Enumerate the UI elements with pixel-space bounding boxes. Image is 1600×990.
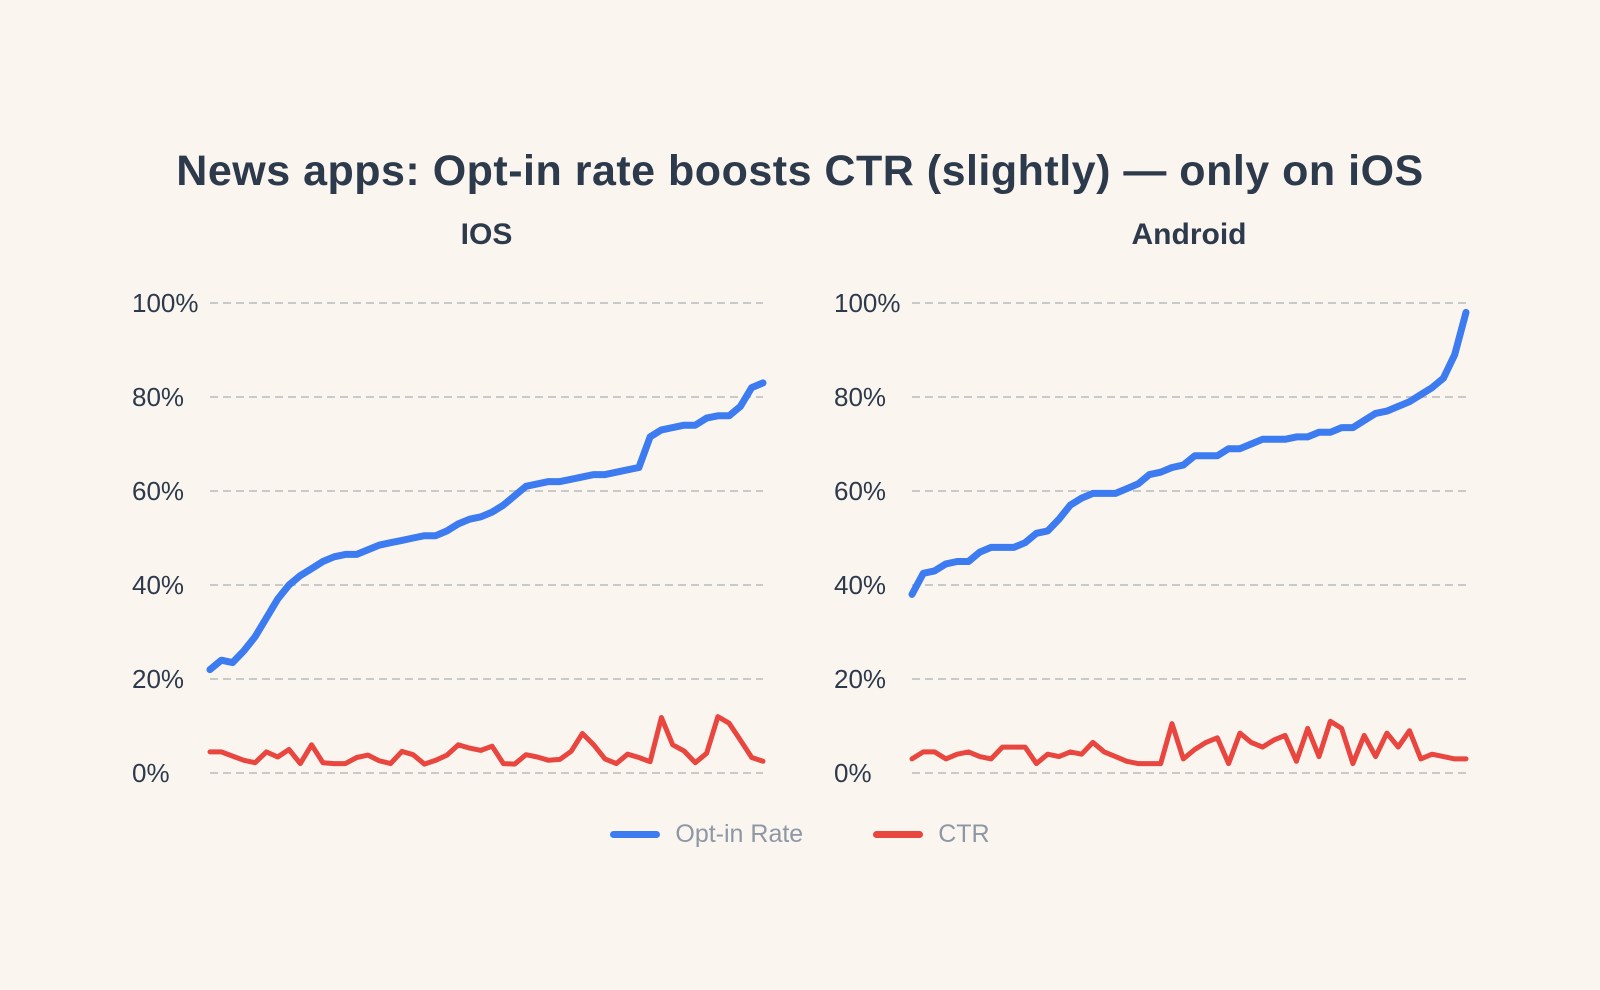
chart-plot-area: 100% 80% 60% 40% 20% 0% [834, 288, 1470, 788]
chart-legend: Opt-in Rate CTR [0, 820, 1600, 849]
y-tick-label: 40% [834, 570, 886, 600]
legend-item-opt-in-rate: Opt-in Rate [610, 820, 803, 849]
y-tick-label: 80% [132, 382, 184, 412]
y-tick-label: 0% [834, 758, 872, 788]
chart-title-android: Android [1131, 218, 1247, 251]
y-tick-label: 0% [132, 758, 170, 788]
y-tick-label: 20% [132, 664, 184, 694]
android-line-chart: 100% 80% 60% 40% 20% 0% [798, 280, 1488, 805]
y-tick-label: 100% [132, 288, 199, 318]
y-tick-label: 60% [834, 476, 886, 506]
opt-in-rate-line-swatch [610, 831, 661, 838]
series-line-opt-in-rate [206, 379, 767, 674]
y-tick-label: 100% [834, 288, 901, 318]
chart-plot-area: 100% 80% 60% 40% 20% 0% [132, 288, 767, 788]
series-line-ctr [909, 718, 1469, 767]
legend-item-ctr: CTR [873, 820, 990, 849]
legend-label-ctr: CTR [938, 820, 990, 848]
ios-line-chart: 100% 80% 60% 40% 20% 0% [120, 280, 792, 805]
y-tick-label: 20% [834, 664, 886, 694]
y-tick-label: 60% [132, 476, 184, 506]
y-tick-label: 80% [834, 382, 886, 412]
y-tick-label: 40% [132, 570, 184, 600]
legend-label-opt-in-rate: Opt-in Rate [675, 820, 804, 848]
chart-title-ios: IOS [460, 218, 513, 251]
series-line-opt-in-rate [908, 308, 1470, 598]
series-line-ctr [207, 714, 766, 767]
page-title: News apps: Opt-in rate boosts CTR (sligh… [176, 146, 1424, 195]
ctr-line-swatch [873, 831, 924, 838]
